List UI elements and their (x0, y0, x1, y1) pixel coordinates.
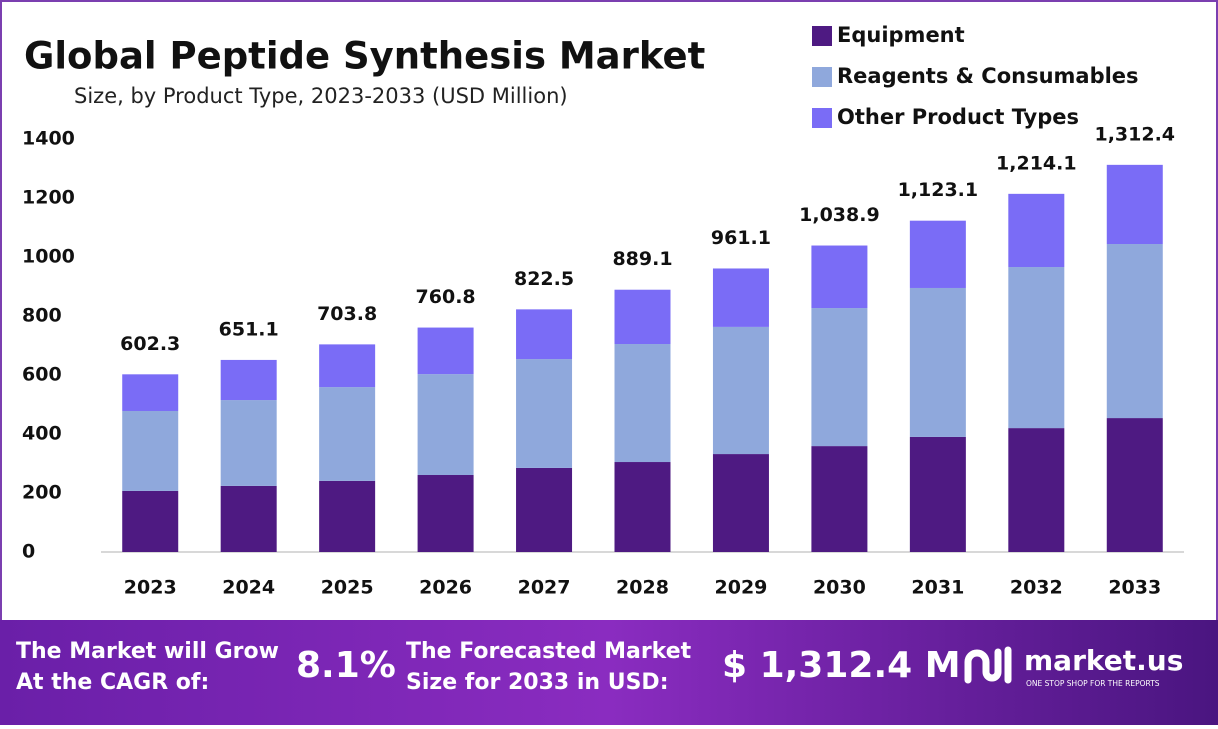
bar-segment (122, 410, 179, 491)
bar-segment (909, 220, 966, 288)
y-tick-label: 600 (22, 364, 62, 386)
x-tick-label: 2030 (813, 577, 866, 599)
y-tick-label: 1000 (22, 246, 75, 268)
bar-segment (122, 490, 179, 552)
legend-swatch (812, 108, 832, 128)
brand-logo (964, 646, 1012, 684)
total-label: 651.1 (219, 318, 279, 340)
bar-segment (122, 374, 179, 411)
footer-text: The Forecasted Market (406, 639, 692, 664)
bar-segment (712, 268, 769, 327)
bar-segment (614, 289, 671, 345)
legend-label: Equipment (837, 23, 965, 47)
y-tick-label: 1200 (22, 187, 75, 209)
bar-segment (319, 387, 376, 481)
bar-segment (220, 400, 277, 486)
footer-text: At the CAGR of: (16, 670, 209, 695)
bar-segment (417, 374, 474, 476)
bar-segment (417, 327, 474, 375)
bar-segment (1106, 164, 1163, 245)
bar-segment (712, 326, 769, 455)
bar-segment (1106, 418, 1163, 552)
bar-segment (811, 308, 868, 447)
y-tick-label: 200 (22, 482, 62, 504)
footer-text: Size for 2033 in USD: (406, 670, 669, 695)
x-tick-label: 2027 (518, 577, 571, 599)
cagr-value: 8.1% (296, 645, 396, 686)
footer-text: The Market will Grow (16, 639, 279, 664)
bar-segment (909, 287, 966, 437)
x-tick-label: 2031 (911, 577, 964, 599)
total-label: 602.3 (120, 333, 180, 355)
brand-tagline: ONE STOP SHOP FOR THE REPORTS (1026, 679, 1160, 688)
x-tick-label: 2029 (715, 577, 768, 599)
x-tick-label: 2032 (1010, 577, 1063, 599)
brand-name: market.us (1024, 644, 1183, 677)
y-tick-label: 400 (22, 423, 62, 445)
bar-segment (811, 245, 868, 309)
bar-segment (614, 462, 671, 552)
total-label: 961.1 (711, 227, 771, 249)
bar-segment (1106, 244, 1163, 419)
bar-segment (220, 359, 277, 401)
total-label: 822.5 (514, 268, 574, 290)
chart-title: Global Peptide Synthesis Market (24, 35, 705, 78)
y-tick-label: 800 (22, 305, 62, 327)
footer-band (0, 620, 1218, 725)
total-label: 889.1 (612, 248, 672, 270)
bar-segment (1008, 267, 1065, 429)
bar-segment (712, 454, 769, 552)
total-label: 703.8 (317, 303, 377, 325)
x-tick-label: 2033 (1108, 577, 1161, 599)
legend-label: Other Product Types (837, 105, 1079, 129)
bar-segment (516, 359, 573, 468)
x-tick-label: 2024 (222, 577, 275, 599)
total-label: 1,312.4 (1094, 123, 1175, 145)
bar-segment (1008, 193, 1065, 268)
bar-segment (220, 485, 277, 552)
x-tick-label: 2026 (419, 577, 472, 599)
bar-segment (516, 467, 573, 552)
y-tick-label: 1400 (22, 128, 75, 150)
bar-segment (516, 309, 573, 360)
x-tick-label: 2023 (124, 577, 177, 599)
x-tick-label: 2028 (616, 577, 669, 599)
forecast-value: $ 1,312.4 M (722, 645, 961, 686)
legend-swatch (812, 67, 832, 87)
legend-label: Reagents & Consumables (837, 64, 1139, 88)
chart-subtitle: Size, by Product Type, 2023-2033 (USD Mi… (74, 84, 568, 108)
bar-segment (909, 436, 966, 552)
bar-segment (811, 446, 868, 552)
total-label: 1,038.9 (799, 204, 880, 226)
y-tick-label: 0 (22, 541, 35, 563)
bar-segment (417, 475, 474, 552)
bar-segment (1008, 428, 1065, 552)
bar-segment (614, 344, 671, 463)
x-tick-label: 2025 (321, 577, 374, 599)
bar-segment (319, 480, 376, 552)
total-label: 1,123.1 (898, 179, 979, 201)
total-label: 1,214.1 (996, 152, 1077, 174)
bar-segment (319, 344, 376, 388)
total-label: 760.8 (416, 286, 476, 308)
legend-swatch (812, 26, 832, 46)
